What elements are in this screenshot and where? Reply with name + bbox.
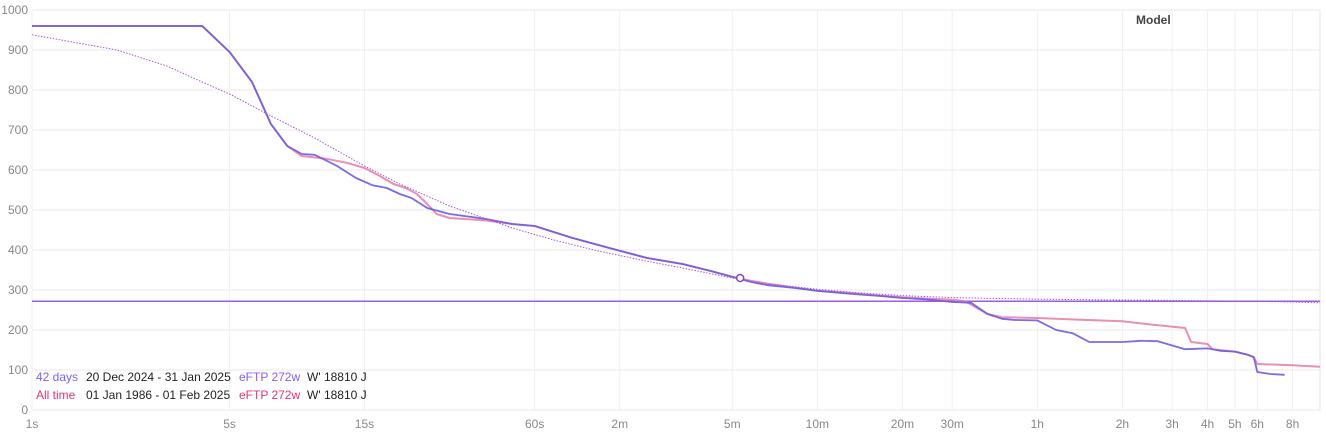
- info-eftp: eFTP 272w: [239, 370, 300, 384]
- info-eftp: eFTP 272w: [239, 388, 300, 402]
- x-tick-label: 2h: [1116, 417, 1129, 431]
- series-recent-line: [32, 25, 1285, 376]
- y-tick-label: 700: [8, 123, 28, 137]
- curve-marker: [735, 273, 745, 283]
- info-dates: 20 Dec 2024 - 31 Jan 2025: [86, 370, 231, 384]
- y-tick-label: 500: [8, 203, 28, 217]
- y-tick-label: 1000: [1, 3, 28, 17]
- info-period: All time: [36, 388, 76, 402]
- info-wprime: W' 18810 J: [307, 388, 367, 402]
- x-tick-label: 8h: [1286, 417, 1299, 431]
- x-tick-label: 15s: [355, 417, 374, 431]
- y-tick-label: 400: [8, 243, 28, 257]
- x-tick-label: 6h: [1251, 417, 1264, 431]
- x-tick-label: 1h: [1031, 417, 1044, 431]
- series-group: [31, 25, 1321, 376]
- x-tick-label: 1s: [26, 417, 39, 431]
- x-tick-label: 3h: [1166, 417, 1179, 431]
- series-model-line: [31, 34, 1321, 304]
- y-tick-label: 200: [8, 323, 28, 337]
- info-dates: 01 Jan 1986 - 01 Feb 2025: [86, 388, 230, 402]
- x-tick-label: 2m: [611, 417, 628, 431]
- x-tick-label: 5m: [724, 417, 741, 431]
- y-tick-label: 300: [8, 283, 28, 297]
- x-tick-label: 5s: [223, 417, 236, 431]
- y-tick-label: 900: [8, 43, 28, 57]
- x-tick-label: 4h: [1201, 417, 1214, 431]
- y-axis-labels: 0 100 200 300 400 500 600 700 800 900 1000: [1, 3, 28, 417]
- grid: [31, 9, 1321, 411]
- x-tick-label: 60s: [525, 417, 544, 431]
- legend-title: Model: [1136, 13, 1171, 27]
- info-panel: 42 days 20 Dec 2024 - 31 Jan 2025 eFTP 272…: [36, 370, 367, 402]
- x-tick-label: 30m: [941, 417, 964, 431]
- x-axis-labels: 1s 5s 15s 60s 2m 5m 10m 20m 30m 1h 2h 3h 4h 5h 6h 8h: [26, 417, 1300, 431]
- y-tick-label: 800: [8, 83, 28, 97]
- y-tick-label: 600: [8, 163, 28, 177]
- series-alltime-line: [32, 25, 1321, 368]
- y-tick-label: 100: [8, 363, 28, 377]
- x-tick-label: 5h: [1228, 417, 1241, 431]
- info-wprime: W' 18810 J: [307, 370, 367, 384]
- legend: Model: [1136, 13, 1171, 27]
- y-tick-label: 0: [21, 403, 28, 417]
- x-tick-label: 20m: [891, 417, 914, 431]
- info-period: 42 days: [36, 370, 78, 384]
- x-tick-label: 10m: [806, 417, 829, 431]
